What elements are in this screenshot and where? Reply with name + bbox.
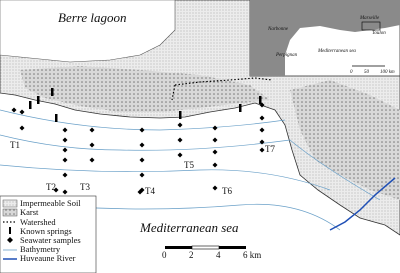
inset-scale-label: 50 [364,70,370,75]
inset-scale-label: 100 km [380,70,395,75]
seawater-sample [62,137,68,143]
legend-label: Karst [20,207,39,217]
known-spring [29,101,32,109]
legend-label: Huveaune River [20,253,76,263]
seawater-sample [89,127,95,133]
seawater-sample [89,142,95,148]
seawater-sample [139,172,145,178]
seawater-sample [212,125,218,131]
station-label: T7 [265,144,275,154]
huveaune-river [329,177,396,231]
seawater-sample [19,125,25,131]
bathymetry [0,109,381,231]
station-label: T2 [46,182,56,192]
legend-label: Seawater samples [20,235,81,245]
seawater-sample [212,162,218,168]
station-label: T6 [222,186,232,196]
inset-city: Perpignan [275,53,298,58]
legend-swatch [2,208,18,217]
seawater-sample [212,149,218,155]
seawater-sample [19,109,25,115]
station-label: T4 [145,186,155,196]
known-spring [239,104,242,112]
known-spring [179,111,182,119]
known-spring [51,88,54,96]
seawater-sample [177,122,183,128]
seawater-sample [212,137,218,143]
legend-swatch [7,237,13,243]
seawater-sample [11,107,17,113]
inset-land [250,0,400,76]
seawater-sample [62,189,68,195]
seawater-sample [62,157,68,163]
berre-lagoon [0,0,176,63]
seawater-sample [139,127,145,133]
karst-area [290,80,400,200]
inset: Narbonne Perpignan Marseille Toulon Medi… [249,0,400,77]
legend-label: Bathymetry [20,244,61,254]
seawater-sample [259,147,265,153]
scale-label: 2 [189,250,194,260]
scale-segment [191,245,220,250]
seawater-sample [259,139,265,145]
sea-label: Mediterranean sea [139,220,239,235]
known-spring [55,114,58,122]
station-label: T5 [184,160,194,170]
samples: T1 T2 T3 T4 T5 T6 T7 [10,88,275,196]
seawater-sample [177,137,183,143]
scale-label: 6 km [243,250,261,260]
seawater-sample [89,157,95,163]
station-label: T3 [80,182,90,192]
scale-segment [219,246,246,249]
inset-city: Marseille [359,16,380,21]
scale-segment [165,246,192,249]
known-spring [259,96,262,104]
inset-scale-label: 0 [350,70,353,75]
station-label: T1 [10,140,20,150]
seawater-sample [62,172,68,178]
seawater-sample [137,189,143,195]
inset-city: Narbonne [267,27,289,32]
seawater-sample [62,127,68,133]
seawater-sample [212,185,218,191]
known-spring [37,96,40,104]
legend-swatch [2,199,18,208]
seawater-sample [259,115,265,121]
seawater-sample [139,142,145,148]
legend-label: Impermeable Soil [20,198,81,208]
legend: Impermeable Soil Karst Watershed Known s… [0,195,97,273]
inset-city: Toulon [372,31,386,36]
legend-label: Known springs [20,226,72,236]
scale-bar: 0 2 4 6 km [162,245,261,260]
scale-label: 0 [162,250,167,260]
scale-label: 4 [216,250,221,260]
lagoon-label: Berre lagoon [58,10,126,25]
inset-sea: Mediterranean sea [317,49,356,54]
seawater-sample [53,187,59,193]
seawater-sample [259,127,265,133]
watershed [171,84,176,101]
legend-swatch [9,227,11,234]
karst-area [20,66,270,112]
legend-label: Watershed [20,217,56,227]
seawater-sample [139,157,145,163]
inset-study-area [361,21,381,31]
seawater-sample [62,147,68,153]
seawater-sample [177,152,183,158]
